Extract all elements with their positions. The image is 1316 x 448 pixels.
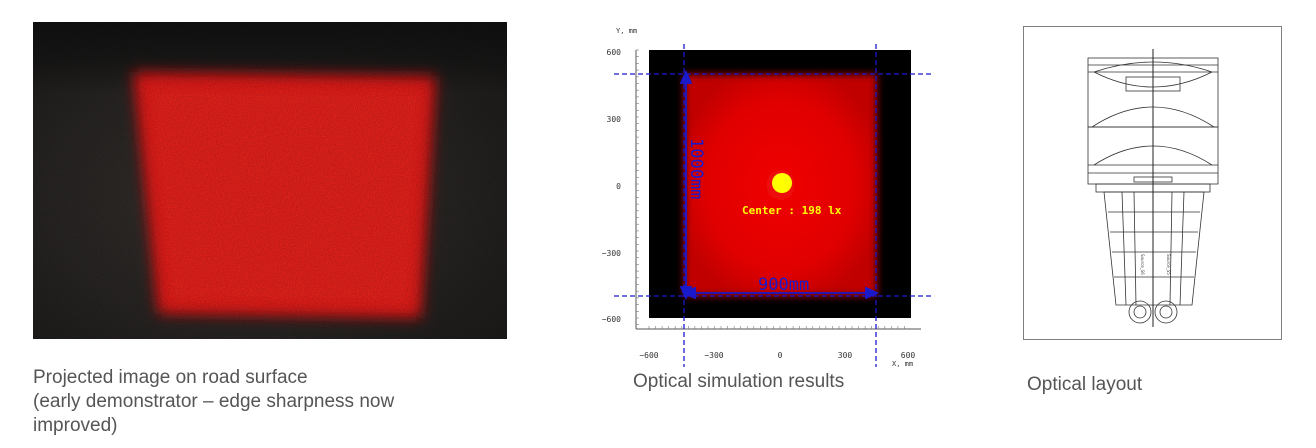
center-illuminance-label: Center : 198 lx: [742, 204, 842, 217]
road-projection-photo: [33, 22, 507, 339]
y-tick-label: 300: [607, 115, 622, 124]
source-label-s5: Source_S5: [1166, 254, 1171, 275]
y-tick-label: −300: [602, 249, 621, 258]
y-tick-label: −600: [602, 315, 621, 324]
y-tick-label: 600: [607, 48, 622, 57]
photo-caption: Projected image on road surface (early d…: [33, 366, 453, 438]
layout-caption: Optical layout: [1027, 374, 1143, 395]
height-dimension-label: 1000mm: [686, 138, 706, 199]
optical-layout-drawing: Source_S6 Source_S5: [1023, 26, 1282, 340]
width-dimension-label: 900mm: [758, 275, 809, 295]
source-left: [1128, 300, 1152, 324]
source-right: [1154, 300, 1178, 324]
light-pipe-barrel: [1103, 191, 1205, 306]
y-axis-label: Y, mm: [616, 27, 637, 35]
dimension-lines: [614, 44, 934, 367]
dimension-arrows: [679, 69, 880, 301]
x-axis-label: X, mm: [892, 360, 913, 368]
photo-caption-line-2: (early demonstrator – edge sharpness now: [33, 391, 395, 412]
source-label-s6: Source_S6: [1140, 254, 1145, 275]
projected-red-spot: [33, 22, 507, 339]
x-tick-label: 0: [778, 351, 783, 360]
center-marker: [772, 173, 792, 193]
x-tick-label: −300: [704, 351, 723, 360]
photo-caption-line-1: Projected image on road surface: [33, 367, 308, 388]
simulation-plot: 600 300 0 −300 −600 −600 −300 0 300 600 …: [596, 22, 936, 372]
simulation-caption: Optical simulation results: [633, 371, 845, 392]
x-tick-label: 600: [901, 351, 916, 360]
photo-caption-line-3: improved): [33, 415, 118, 436]
x-tick-label: 300: [838, 351, 853, 360]
y-tick-label: 0: [616, 182, 621, 191]
x-tick-label: −600: [639, 351, 658, 360]
